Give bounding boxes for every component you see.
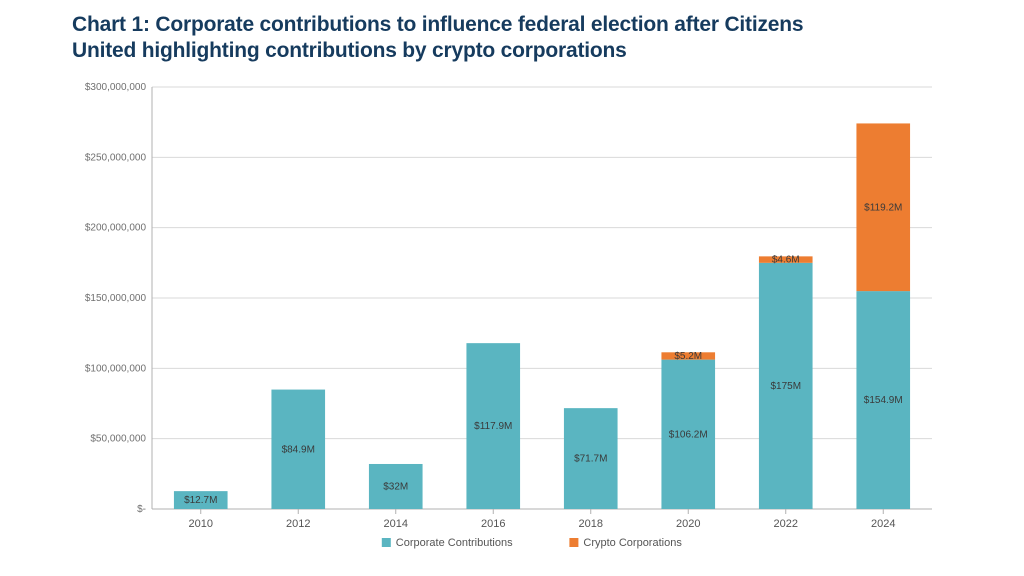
- legend-label-corp: Corporate Contributions: [396, 537, 513, 549]
- bar-value-label: $32M: [383, 481, 408, 492]
- bar-value-label: $175M: [770, 380, 801, 391]
- chart-title: Chart 1: Corporate contributions to infl…: [72, 12, 852, 65]
- bar-value-label: $106.2M: [669, 429, 708, 440]
- chart-container: $- $50,000,000 $100,000,000 $150,000,000 $20…: [62, 73, 942, 559]
- legend-swatch-corp: [382, 538, 391, 547]
- x-category-label: 2016: [481, 518, 505, 530]
- y-tick-label: $200,000,000: [85, 222, 147, 233]
- bar-value-label: $5.2M: [674, 350, 702, 361]
- bar-value-label: $12.7M: [184, 495, 217, 506]
- y-tick-label: $-: [137, 504, 146, 515]
- bar-value-label: $117.9M: [474, 421, 512, 432]
- x-category-label: 2010: [189, 518, 213, 530]
- x-category-label: 2020: [676, 518, 700, 530]
- page-root: Chart 1: Corporate contributions to infl…: [0, 0, 1024, 576]
- x-category-label: 2014: [384, 518, 408, 530]
- y-tick-label: $150,000,000: [85, 293, 147, 304]
- x-category-label: 2024: [871, 518, 895, 530]
- chart-svg: $- $50,000,000 $100,000,000 $150,000,000 $20…: [62, 73, 942, 559]
- x-category-label: 2018: [579, 518, 603, 530]
- legend-label-crypto: Crypto Corporations: [583, 537, 682, 549]
- legend-swatch-crypto: [569, 538, 578, 547]
- x-category-label: 2012: [286, 518, 310, 530]
- x-category-label: 2022: [774, 518, 798, 530]
- bar-value-label: $119.2M: [864, 202, 902, 213]
- y-tick-label: $300,000,000: [85, 82, 147, 93]
- bar-value-label: $71.7M: [574, 453, 607, 464]
- bar-value-label: $154.9M: [864, 395, 903, 406]
- bar-value-label: $4.6M: [772, 254, 800, 265]
- y-tick-label: $50,000,000: [90, 433, 146, 444]
- bar-value-label: $84.9M: [282, 444, 315, 455]
- y-tick-label: $100,000,000: [85, 363, 147, 374]
- y-tick-label: $250,000,000: [85, 152, 147, 163]
